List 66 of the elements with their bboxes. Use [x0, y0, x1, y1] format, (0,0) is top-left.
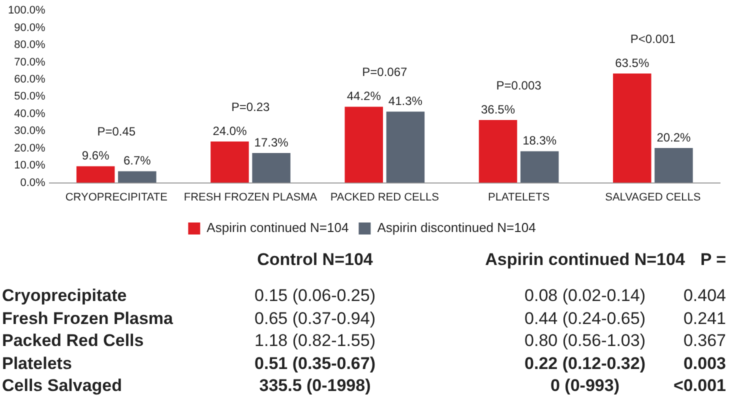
- y-tick-label: 20.0%: [14, 142, 46, 154]
- x-tick-label: PLATELETS: [488, 191, 550, 204]
- x-tick-label: FRESH FROZEN PLASMA: [184, 191, 318, 204]
- data-label: 9.6%: [82, 148, 110, 163]
- text: Cryoprecipitate: [2, 286, 127, 306]
- x-tick-label: CRYOPRECIPITATE: [65, 191, 168, 204]
- x-tick-label: PACKED RED CELLS: [330, 191, 439, 204]
- legend-label: Aspirin discontinued N=104: [377, 220, 536, 236]
- data-label: 6.7%: [123, 154, 152, 168]
- text: P =: [700, 250, 726, 270]
- text: 335.5 (0-1998): [259, 376, 371, 396]
- text: Cells Salvaged: [2, 376, 122, 396]
- text: <0.001: [674, 376, 726, 396]
- text: 1.18 (0.82-1.55): [254, 331, 376, 351]
- text: Aspirin continued N=104: [485, 250, 685, 270]
- bar: [210, 141, 249, 183]
- bar: [654, 148, 693, 183]
- annotation: P<0.001: [630, 32, 676, 46]
- text: 0.15 (0.06-0.25): [254, 286, 376, 306]
- y-tick-label: 100.0%: [8, 4, 46, 17]
- data-label: 20.2%: [656, 130, 692, 144]
- bar: [520, 151, 559, 183]
- bar: [478, 120, 518, 183]
- y-tick-label: 0.0%: [20, 176, 46, 189]
- data-label: 17.3%: [254, 135, 289, 150]
- text: 0.22 (0.12-0.32): [524, 354, 646, 374]
- text: 0.80 (0.56-1.03): [524, 331, 646, 351]
- text: 0.003: [683, 354, 726, 374]
- text: 0.367: [683, 331, 726, 351]
- text: Platelets: [2, 354, 72, 374]
- y-tick-label: 50.0%: [14, 90, 46, 103]
- x-tick-label: SALVAGED CELLS: [605, 191, 701, 204]
- y-tick-label: 60.0%: [14, 74, 46, 86]
- data-label: 18.3%: [522, 134, 557, 148]
- y-tick-label: 70.0%: [14, 56, 46, 68]
- annotation: P=0.003: [496, 78, 542, 92]
- y-tick-label: 80.0%: [14, 39, 46, 52]
- bar: [613, 73, 652, 183]
- text: 0.08 (0.02-0.14): [524, 286, 646, 306]
- text: Packed Red Cells: [2, 331, 144, 351]
- annotation: P=0.067: [362, 65, 408, 79]
- y-tick-label: 10.0%: [14, 160, 46, 172]
- bar: [118, 171, 156, 183]
- y-tick-label: 30.0%: [14, 125, 46, 138]
- bar: [386, 112, 425, 183]
- y-tick-label: 40.0%: [14, 108, 46, 120]
- data-label: 63.5%: [615, 56, 650, 70]
- text: Control N=104: [257, 250, 373, 270]
- bar: [76, 166, 115, 183]
- data-label: 44.2%: [346, 89, 382, 103]
- text: Fresh Frozen Plasma: [2, 308, 174, 328]
- data-label: 36.5%: [480, 102, 516, 116]
- data-label: 41.3%: [388, 94, 423, 108]
- text: 0.241: [683, 308, 726, 328]
- annotation: P=0.23: [231, 100, 270, 114]
- data-label: 24.0%: [212, 124, 248, 138]
- legend-label: Aspirin continued N=104: [206, 220, 349, 236]
- text: 0.404: [683, 286, 726, 306]
- annotation: P=0.45: [97, 124, 136, 139]
- text: 0.65 (0.37-0.94): [254, 308, 376, 328]
- y-tick-label: 90.0%: [14, 22, 46, 34]
- text: 0 (0-993): [550, 376, 620, 396]
- text: 0.44 (0.24-0.65): [524, 308, 646, 328]
- bar: [252, 153, 290, 183]
- text: 0.51 (0.35-0.67): [254, 354, 376, 374]
- bar: [344, 106, 383, 183]
